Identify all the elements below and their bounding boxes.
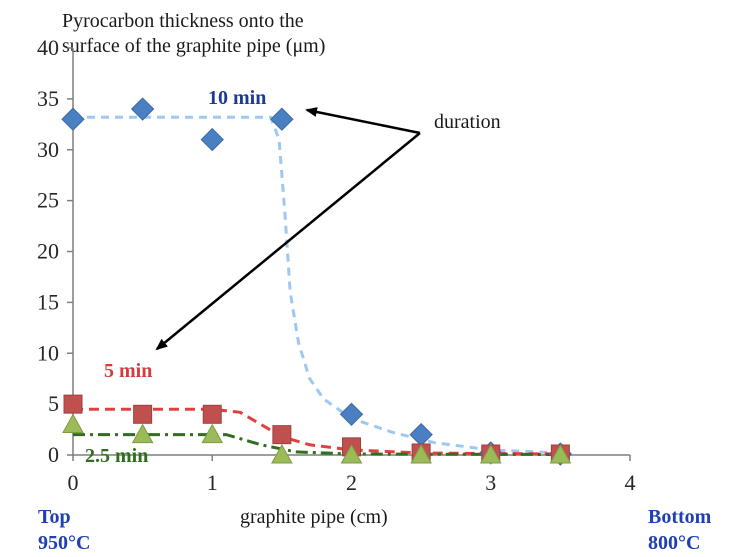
y-axis-label-line1: Pyrocarbon thickness onto the (62, 10, 304, 32)
trend-line-diamond (73, 115, 561, 455)
corner-label-top-temp: 950°C (38, 532, 90, 554)
data-point-triangle (340, 443, 363, 464)
trend-layer (73, 115, 561, 456)
data-point-triangle (410, 443, 432, 464)
y-tick-label: 10 (37, 340, 59, 365)
corner-label-bottom-temp: 800°C (648, 532, 700, 554)
data-point-diamond (61, 107, 85, 131)
x-tick-label: 3 (485, 470, 496, 495)
y-tick-label: 25 (37, 188, 59, 213)
data-point-triangle (201, 423, 224, 444)
data-point-square (133, 404, 153, 424)
y-tick-label: 15 (37, 289, 59, 314)
y-tick-label: 35 (37, 86, 59, 111)
data-point-square (63, 394, 83, 414)
points-layer (61, 97, 573, 466)
data-point-square (272, 425, 292, 445)
y-axis-label-line2: surface of the graphite pipe (μm) (62, 35, 325, 57)
x-tick-label: 1 (207, 470, 218, 495)
corner-label-bottom: Bottom (648, 506, 712, 528)
data-point-diamond (270, 107, 294, 131)
y-tick-label: 0 (48, 442, 59, 467)
corner-label-top: Top (38, 506, 71, 528)
data-point-triangle (479, 443, 502, 464)
y-tick-label: 40 (37, 35, 59, 60)
y-tick-label: 20 (37, 239, 59, 264)
annotation-duration: duration (434, 111, 501, 133)
data-point-diamond (339, 402, 364, 427)
y-tick-label: 30 (37, 137, 59, 162)
x-tick-label: 2 (346, 470, 357, 495)
series-label-2-5min: 2.5 min (85, 445, 148, 467)
data-point-diamond (130, 97, 155, 121)
series-label-5min: 5 min (104, 360, 152, 382)
data-point-triangle (131, 423, 154, 444)
x-tick-label: 0 (68, 470, 79, 495)
series-label-10min: 10 min (208, 87, 266, 109)
ticks-layer: 0 5 10 15 20 25 30 35 40 0 1 2 3 4 (37, 35, 636, 495)
data-point-diamond (200, 127, 224, 152)
data-point-triangle (271, 443, 293, 464)
x-axis-label: graphite pipe (cm) (240, 506, 388, 528)
trend-line-triangle (73, 433, 561, 456)
annotation-arrow-bottom (155, 132, 421, 351)
y-tick-label: 5 (48, 391, 59, 416)
data-point-triangle (62, 413, 84, 433)
data-point-triangle (549, 443, 572, 464)
annotation-arrow-top (305, 107, 421, 135)
data-point-square (202, 404, 222, 424)
x-tick-label: 4 (625, 470, 636, 495)
